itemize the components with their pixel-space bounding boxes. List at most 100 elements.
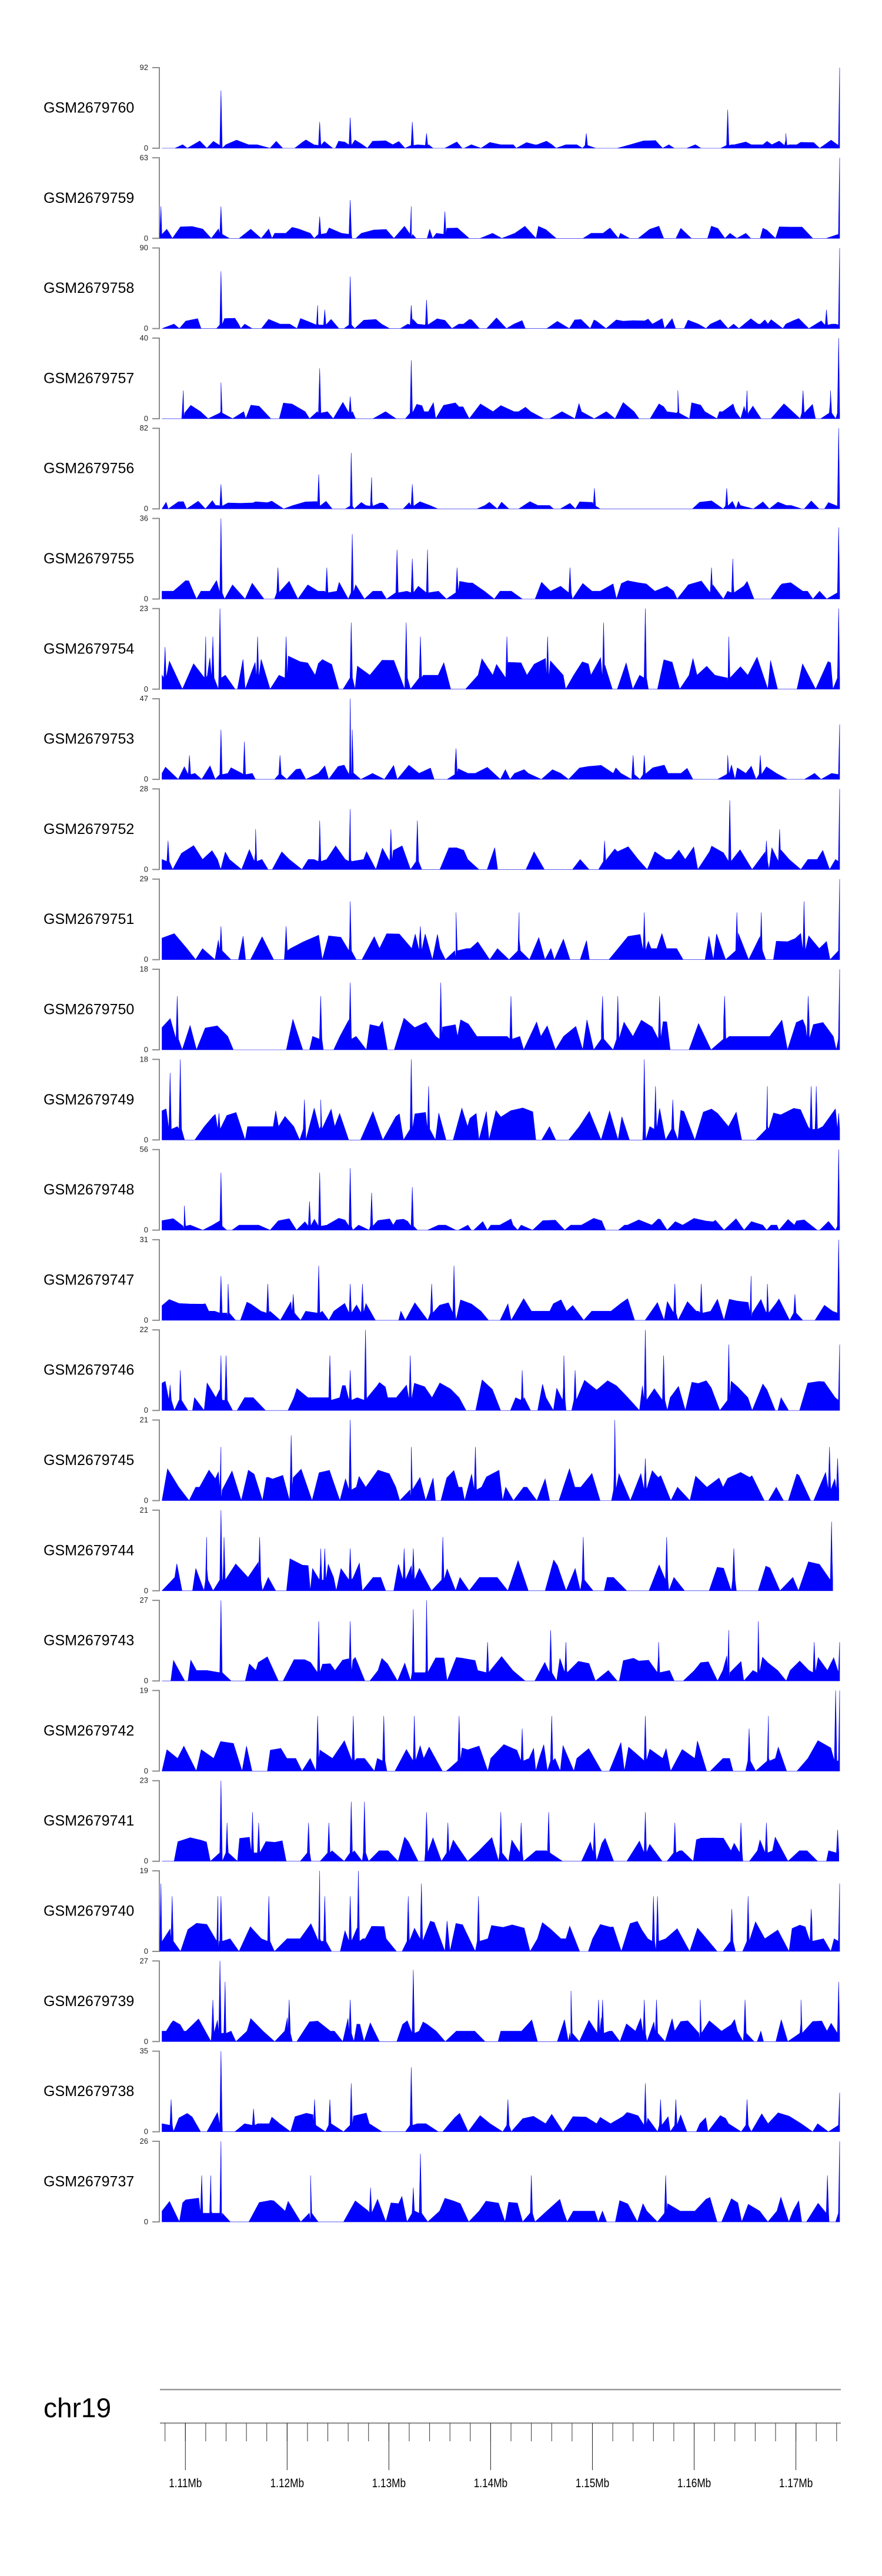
y-axis-max-label: 36 bbox=[140, 514, 148, 523]
track-label: GSM2679755 bbox=[44, 550, 134, 567]
coverage-track: GSM2679746 22 0 bbox=[44, 1325, 840, 1414]
y-axis-max-label: 35 bbox=[140, 2047, 148, 2056]
y-axis-min-label: 0 bbox=[144, 2037, 148, 2046]
coverage-track: GSM2679751 29 0 bbox=[44, 875, 840, 964]
coverage-track: GSM2679755 36 0 bbox=[44, 514, 840, 603]
coverage-area bbox=[162, 67, 840, 149]
y-axis-min-label: 0 bbox=[144, 1766, 148, 1775]
coverage-track: GSM2679747 31 0 bbox=[44, 1235, 840, 1324]
y-axis-min-label: 0 bbox=[144, 2127, 148, 2136]
coverage-area bbox=[159, 1870, 840, 1952]
coverage-area bbox=[161, 428, 840, 510]
track-label: GSM2679757 bbox=[44, 370, 134, 386]
y-axis bbox=[152, 428, 160, 510]
y-axis-max-label: 29 bbox=[140, 875, 148, 883]
track-label: GSM2679739 bbox=[44, 1993, 134, 2010]
coverage-area bbox=[162, 699, 840, 780]
y-axis bbox=[152, 788, 160, 870]
coverage-area bbox=[162, 1600, 840, 1682]
coverage-track: GSM2679743 27 0 bbox=[44, 1596, 840, 1685]
y-axis-max-label: 19 bbox=[140, 1686, 148, 1694]
coverage-tracks: GSM2679760920GSM2679759630GSM2679758900G… bbox=[44, 63, 840, 2226]
coverage-area bbox=[162, 789, 840, 870]
y-axis bbox=[152, 1870, 160, 1952]
y-axis-max-label: 21 bbox=[140, 1506, 148, 1514]
y-axis-min-label: 0 bbox=[144, 955, 148, 964]
track-label: GSM2679747 bbox=[44, 1272, 134, 1288]
coverage-track: GSM2679744 21 0 bbox=[44, 1506, 833, 1595]
track-label: GSM2679746 bbox=[44, 1362, 134, 1379]
y-axis-min-label: 0 bbox=[144, 595, 148, 603]
y-axis bbox=[152, 2050, 160, 2133]
y-axis-max-label: 28 bbox=[140, 784, 148, 793]
y-axis-max-label: 26 bbox=[140, 2137, 148, 2145]
y-axis-min-label: 0 bbox=[144, 685, 148, 693]
track-label: GSM2679760 bbox=[44, 100, 134, 116]
x-tick-label: 1.15Mb bbox=[576, 2477, 609, 2491]
track-label: GSM2679759 bbox=[44, 190, 134, 206]
coverage-area bbox=[162, 518, 840, 600]
coverage-track: GSM2679748 56 0 bbox=[44, 1145, 840, 1234]
y-axis bbox=[152, 1690, 160, 1772]
coverage-area bbox=[162, 2051, 840, 2133]
y-axis-min-label: 0 bbox=[144, 1045, 148, 1054]
y-axis bbox=[152, 1509, 160, 1591]
y-axis-max-label: 23 bbox=[140, 1776, 148, 1785]
y-axis-min-label: 0 bbox=[144, 2217, 148, 2226]
y-axis-min-label: 0 bbox=[144, 1586, 148, 1595]
track-label: GSM2679738 bbox=[44, 2083, 134, 2100]
y-axis-min-label: 0 bbox=[144, 1947, 148, 1956]
coverage-area bbox=[162, 1420, 839, 1501]
y-axis-max-label: 21 bbox=[140, 1416, 148, 1424]
track-label: GSM2679754 bbox=[44, 640, 134, 657]
y-axis bbox=[152, 1149, 160, 1231]
track-label: GSM2679752 bbox=[44, 821, 134, 837]
y-axis-max-label: 27 bbox=[140, 1956, 148, 1965]
coverage-track: GSM2679752 28 0 bbox=[44, 784, 840, 873]
y-axis-min-label: 0 bbox=[144, 865, 148, 873]
track-label: GSM2679743 bbox=[44, 1633, 134, 1649]
coverage-area bbox=[159, 158, 840, 239]
track-label: GSM2679753 bbox=[44, 731, 134, 748]
genome-axis: chr19 1.11Mb 1.12Mb 1.13Mb 1.14Mb 1.15Mb 1.16… bbox=[44, 2388, 841, 2491]
coverage-track: GSM2679742 19 0 bbox=[44, 1686, 840, 1775]
track-label: GSM2679758 bbox=[44, 280, 134, 296]
track-label: GSM2679750 bbox=[44, 1002, 134, 1018]
x-tick-label: 1.13Mb bbox=[372, 2477, 406, 2491]
y-axis bbox=[152, 1059, 160, 1141]
track-label: GSM2679737 bbox=[44, 2173, 134, 2190]
coverage-track: GSM2679740 19 0 bbox=[44, 1866, 840, 1956]
y-axis bbox=[152, 1960, 160, 2043]
y-axis-max-label: 90 bbox=[140, 243, 148, 252]
y-axis-min-label: 0 bbox=[144, 144, 148, 152]
y-axis-max-label: 47 bbox=[140, 694, 148, 703]
y-axis-min-label: 0 bbox=[144, 233, 148, 242]
coverage-track: GSM2679749 18 0 bbox=[44, 1055, 840, 1144]
coverage-track: GSM2679741 23 0 bbox=[44, 1776, 839, 1866]
y-axis bbox=[152, 518, 160, 600]
coverage-track: GSM2679757 40 0 bbox=[44, 333, 840, 423]
track-label: GSM2679744 bbox=[44, 1542, 134, 1559]
x-tick-label: 1.16Mb bbox=[677, 2477, 711, 2491]
coverage-area bbox=[162, 969, 840, 1050]
y-axis-min-label: 0 bbox=[144, 1676, 148, 1685]
coverage-track: GSM2679739 27 0 bbox=[44, 1956, 840, 2046]
y-axis bbox=[152, 1600, 160, 1682]
y-axis-max-label: 56 bbox=[140, 1145, 148, 1154]
coverage-track: GSM2679758 90 0 bbox=[44, 243, 840, 333]
y-axis bbox=[152, 67, 160, 149]
y-axis-min-label: 0 bbox=[144, 1135, 148, 1144]
coverage-track: GSM2679753 47 0 bbox=[44, 694, 840, 783]
y-axis-min-label: 0 bbox=[144, 1857, 148, 1866]
coverage-area bbox=[162, 1149, 840, 1231]
coverage-track: GSM2679760 92 0 bbox=[44, 63, 840, 152]
y-axis-max-label: 19 bbox=[140, 1866, 148, 1875]
coverage-area bbox=[162, 1059, 840, 1141]
x-tick-label: 1.14Mb bbox=[474, 2477, 507, 2491]
track-label: GSM2679741 bbox=[44, 1813, 134, 1829]
y-axis bbox=[152, 337, 160, 419]
coverage-area bbox=[162, 1780, 839, 1862]
y-axis-max-label: 22 bbox=[140, 1325, 148, 1334]
coverage-area bbox=[162, 338, 840, 419]
y-axis bbox=[152, 1780, 160, 1862]
